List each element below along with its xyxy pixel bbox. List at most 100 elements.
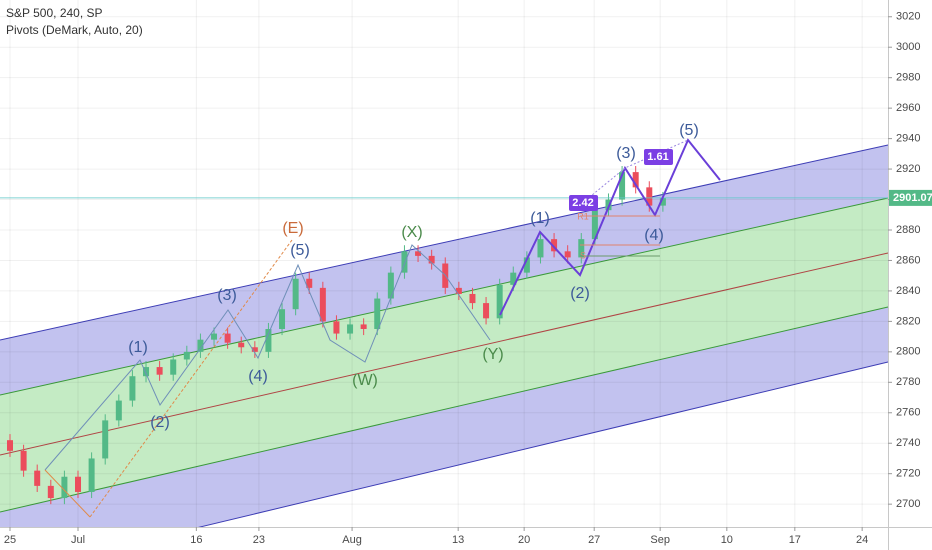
candle-body xyxy=(374,298,381,329)
wave-label: (1) xyxy=(128,339,148,356)
candle-body xyxy=(251,347,258,352)
candle-body xyxy=(292,278,299,310)
candle-body xyxy=(483,303,490,319)
wave-label: (W) xyxy=(352,372,378,389)
wave-label: (2) xyxy=(570,285,590,302)
x-tick-label: Sep xyxy=(650,534,670,546)
wave-line xyxy=(44,469,91,518)
y-tick-label: 2800 xyxy=(896,346,920,358)
y-tick-label: 2720 xyxy=(896,468,920,480)
x-tick-label: 16 xyxy=(190,534,202,546)
fib-badge xyxy=(644,149,673,165)
y-tick-label: 2760 xyxy=(896,407,920,419)
y-tick-label: 2980 xyxy=(896,72,920,84)
y-tick-label: 2700 xyxy=(896,498,920,510)
x-tick-label: 27 xyxy=(588,534,600,546)
y-tick-label: 2920 xyxy=(896,163,920,175)
candle-body xyxy=(170,359,177,375)
x-tick-label: 23 xyxy=(253,534,265,546)
axes: 2700272027402760278028002820284028602880… xyxy=(4,11,932,546)
annotations: (1) (2) (3) (4) (5) (E) (X) (W) (Y) (1) … xyxy=(128,122,699,431)
y-tick-label: 2780 xyxy=(896,376,920,388)
x-tick-label: 24 xyxy=(856,534,868,546)
time-axis xyxy=(0,527,932,550)
candle-body xyxy=(455,287,462,294)
candle-body xyxy=(578,239,585,258)
candle-body xyxy=(564,251,571,258)
candle-body xyxy=(496,284,503,319)
candle-body xyxy=(143,367,150,377)
wave-label: (3) xyxy=(217,287,237,304)
wave-label: (5) xyxy=(290,242,310,259)
chart-title: S&P 500, 240, SP xyxy=(6,6,103,20)
candle-body xyxy=(591,210,598,240)
candle-body xyxy=(537,239,544,258)
y-tick-label: 2840 xyxy=(896,285,920,297)
last-price-badge xyxy=(889,189,932,206)
candle-body xyxy=(47,485,54,499)
candle-body xyxy=(306,278,313,288)
candle-body xyxy=(279,309,286,329)
candle-body xyxy=(75,476,82,492)
channel-line xyxy=(0,197,889,396)
candle-body xyxy=(183,351,190,360)
fib-label: 2.42 xyxy=(572,197,593,209)
wave-label: (X) xyxy=(401,224,422,241)
price-axis xyxy=(888,0,932,550)
candle-body xyxy=(211,333,218,340)
lower-band xyxy=(0,307,888,550)
x-tick-label: 25 xyxy=(4,534,16,546)
candle-body xyxy=(632,172,639,188)
candle-body xyxy=(238,342,245,348)
candle-body xyxy=(551,239,558,252)
candle-body xyxy=(333,321,340,334)
chart-subtitle: Pivots (DeMark, Auto, 20) xyxy=(6,23,143,37)
wave-line xyxy=(499,138,721,316)
candle-body xyxy=(102,420,109,459)
candle-body xyxy=(523,257,530,273)
y-tick-label: 2820 xyxy=(896,315,920,327)
candle-body xyxy=(115,400,122,421)
wave-label: (1) xyxy=(530,210,550,227)
wave-label: (4) xyxy=(644,227,664,244)
candle-body xyxy=(61,476,68,499)
candle-body xyxy=(659,198,666,206)
candle-body xyxy=(20,450,27,471)
channel-center xyxy=(0,252,889,456)
wave-label: (3) xyxy=(616,145,636,162)
channel-line xyxy=(0,144,889,341)
candle-body xyxy=(129,376,136,401)
x-tick-label: Jul xyxy=(71,534,85,546)
x-tick-label: 17 xyxy=(789,534,801,546)
candle-body xyxy=(88,458,95,492)
y-tick-label: 3000 xyxy=(896,41,920,53)
wave-label: (Y) xyxy=(482,346,503,363)
candle-body xyxy=(265,328,272,352)
y-tick-label: 3020 xyxy=(896,11,920,23)
candle-body xyxy=(224,333,231,343)
last-price-label: 2901.07 xyxy=(893,192,932,204)
x-tick-label: Aug xyxy=(342,534,362,546)
candle-body xyxy=(34,470,41,486)
wave-line xyxy=(44,244,491,471)
x-tick-label: 13 xyxy=(452,534,464,546)
y-tick-label: 2740 xyxy=(896,437,920,449)
candle-body xyxy=(347,324,354,334)
wave-label: (4) xyxy=(248,368,268,385)
middle-band xyxy=(0,198,888,512)
candle-body xyxy=(401,251,408,273)
candle-body xyxy=(415,251,422,256)
fib-label: 1.61 xyxy=(647,151,668,163)
candle-body xyxy=(428,255,435,264)
y-tick-label: 2960 xyxy=(896,102,920,114)
candle-body xyxy=(619,172,626,200)
channel-line xyxy=(0,306,889,513)
x-tick-label: 20 xyxy=(518,534,530,546)
y-tick-label: 2860 xyxy=(896,254,920,266)
candle-body xyxy=(197,339,204,352)
candle-body xyxy=(510,272,517,285)
fib-badge xyxy=(569,195,598,211)
candle-body xyxy=(319,287,326,322)
candle-body xyxy=(156,367,163,375)
